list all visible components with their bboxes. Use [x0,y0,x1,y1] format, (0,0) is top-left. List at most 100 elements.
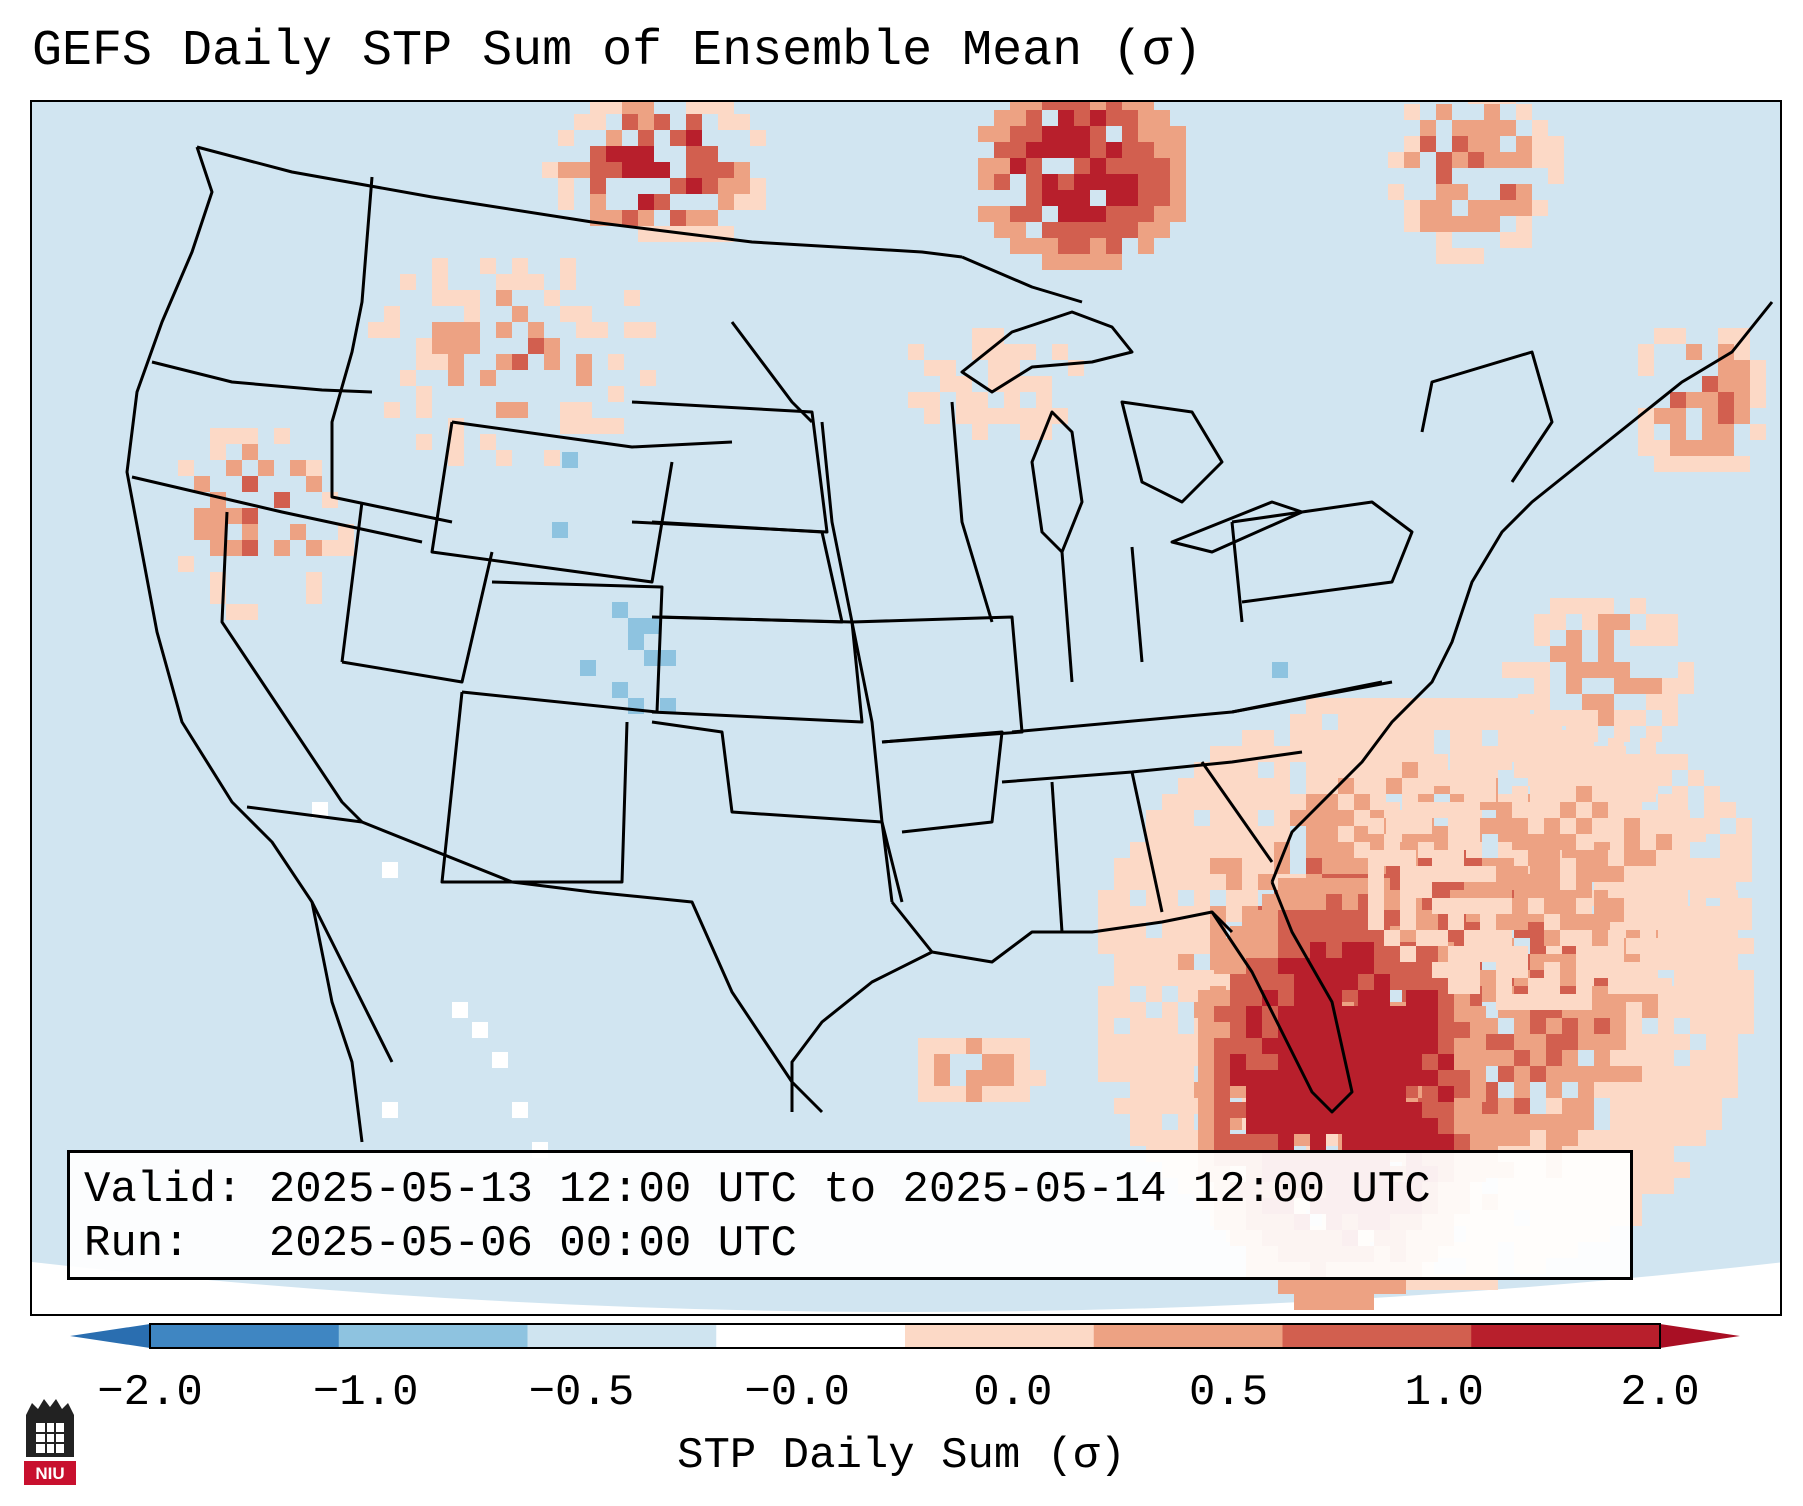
anomaly-cell [1374,1278,1390,1294]
border-canada-us [196,145,963,259]
anomaly-cell [1576,962,1592,978]
anomaly-cell [1530,1114,1546,1130]
anomaly-cell [1454,1118,1470,1134]
anomaly-cell [1638,408,1654,424]
anomaly-cell [1436,232,1452,248]
anomaly-cell [1098,1002,1114,1018]
anomaly-cell [1226,794,1242,810]
anomaly-cell [1638,360,1654,376]
anomaly-cell [1090,110,1106,126]
border-al-ga [1130,771,1164,913]
anomaly-cell [1532,136,1548,152]
anomaly-cell [1614,710,1630,726]
anomaly-cell [1452,120,1468,136]
anomaly-cell [1342,926,1358,942]
anomaly-cell [1130,874,1146,890]
anomaly-cell [1306,810,1322,826]
colorbar-tick-label: 2.0 [1620,1368,1700,1418]
anomaly-cell [1566,662,1582,678]
anomaly-cell [1434,826,1450,842]
anomaly-cell [1562,1050,1578,1066]
anomaly-cell [1230,1006,1246,1022]
anomaly-cell [1098,1066,1114,1082]
anomaly-cell [306,572,322,588]
anomaly-cell [1310,1278,1326,1294]
anomaly-cell [1242,730,1258,746]
anomaly-cell [1516,184,1532,200]
anomaly-cell [918,1038,934,1054]
anomaly-cell [1342,1134,1358,1150]
anomaly-cell [654,194,670,210]
anomaly-cell [1214,1054,1230,1070]
anomaly-cell [638,114,654,130]
anomaly-cell [1210,810,1226,826]
anomaly-cell [1358,958,1374,974]
anomaly-cell [1470,1070,1486,1086]
anomaly-cell [448,290,464,306]
anomaly-cell [1146,954,1162,970]
anomaly-cell [1422,1134,1438,1150]
anomaly-cell [1592,962,1608,978]
anomaly-cell [1146,874,1162,890]
anomaly-cell [1534,710,1550,726]
anomaly-cell [1274,778,1290,794]
anomaly-cell [242,508,258,524]
coastline-gulf-texas [790,901,934,1112]
anomaly-cell [686,114,702,130]
anomaly-cell [1374,1006,1390,1022]
anomaly-cell [1278,958,1294,974]
anomaly-cell [1358,990,1374,1006]
anomaly-cell [1448,834,1464,850]
map-panel[interactable] [30,100,1782,1316]
anomaly-cell [1432,898,1448,914]
anomaly-cell [1516,104,1532,120]
anomaly-cell [1020,344,1036,360]
anomaly-cell [1514,1018,1530,1034]
anomaly-cell [1326,1054,1342,1070]
anomaly-cell [1722,1082,1738,1098]
anomaly-cell [1578,1114,1594,1130]
border-pa-ny [1231,500,1414,604]
anomaly-cell [686,162,702,178]
anomaly-cell [1258,746,1274,762]
anomaly-cell [1500,120,1516,136]
anomaly-cell [560,306,576,322]
anomaly-cell [1624,834,1640,850]
anomaly-cell [1546,1050,1562,1066]
anomaly-cell [1090,222,1106,238]
anomaly-cell [1630,678,1646,694]
anomaly-cell [1162,1130,1178,1146]
anomaly-cell [1278,878,1294,894]
anomaly-cell [1278,1054,1294,1070]
anomaly-cell [1544,882,1560,898]
anomaly-cell [1496,962,1512,978]
anomaly-cell [1500,184,1516,200]
anomaly-cell [1582,614,1598,630]
anomaly-cell [1354,730,1370,746]
anomaly-cell [1672,786,1688,802]
anomaly-cell [1374,1022,1390,1038]
anomaly-cell [1498,730,1514,746]
anomaly-cell [1384,834,1400,850]
anomaly-cell [1026,174,1042,190]
anomaly-cell [1464,898,1480,914]
anomaly-cell [1226,778,1242,794]
anomaly-cell [1642,1114,1658,1130]
anomaly-cell [1090,126,1106,142]
anomaly-cell [1626,1002,1642,1018]
anomaly-cell [1310,1102,1326,1118]
anomaly-cell [1418,698,1434,714]
anomaly-cell [1722,1034,1738,1050]
anomaly-cell [1544,834,1560,850]
anomaly-cell [1146,986,1162,1002]
anomaly-cell [1230,1054,1246,1070]
anomaly-cell [1516,152,1532,168]
anomaly-cell [1498,842,1514,858]
anomaly-cell [1642,1146,1658,1162]
anomaly-cell [1274,762,1290,778]
anomaly-cell [1482,698,1498,714]
anomaly-cell [576,402,592,418]
colorbar-segments [150,1324,1661,1348]
anomaly-cell [1544,866,1560,882]
anomaly-cell [1450,746,1466,762]
